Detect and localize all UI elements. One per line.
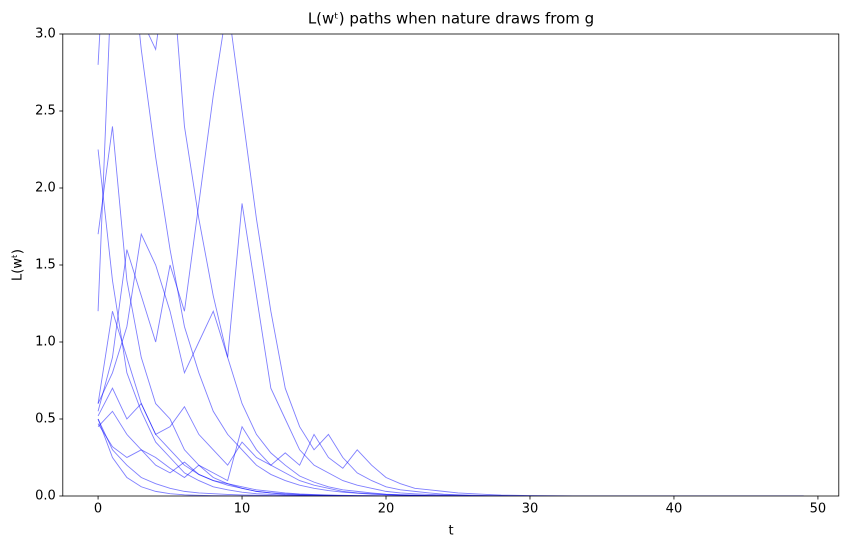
- data-line: [97, 149, 804, 496]
- data-line: [97, 418, 804, 496]
- y-tick-label: 1.0: [35, 335, 56, 350]
- x-axis-label: t: [448, 524, 453, 539]
- data-line: [97, 126, 804, 496]
- x-tick-label: 0: [94, 502, 102, 517]
- y-tick-label: 0.0: [35, 489, 56, 504]
- x-tick-label: 20: [378, 502, 395, 517]
- x-tick-label: 30: [522, 502, 539, 517]
- chart-title: L(wᵗ) paths when nature draws from g: [308, 10, 594, 28]
- y-tick-label: 2.0: [35, 181, 56, 196]
- data-line: [97, 34, 804, 496]
- y-tick-label: 2.5: [35, 104, 56, 119]
- data-line: [97, 387, 804, 496]
- y-axis-label: L(wᵗ): [11, 249, 26, 281]
- x-tick-label: 50: [810, 502, 827, 517]
- data-line: [97, 203, 804, 496]
- x-tick-label: 40: [666, 502, 683, 517]
- x-tick-label: 10: [234, 502, 251, 517]
- y-tick-label: 1.5: [35, 258, 56, 273]
- data-line: [97, 423, 804, 496]
- y-tick-label: 3.0: [35, 27, 56, 42]
- y-tick-label: 0.5: [35, 412, 56, 427]
